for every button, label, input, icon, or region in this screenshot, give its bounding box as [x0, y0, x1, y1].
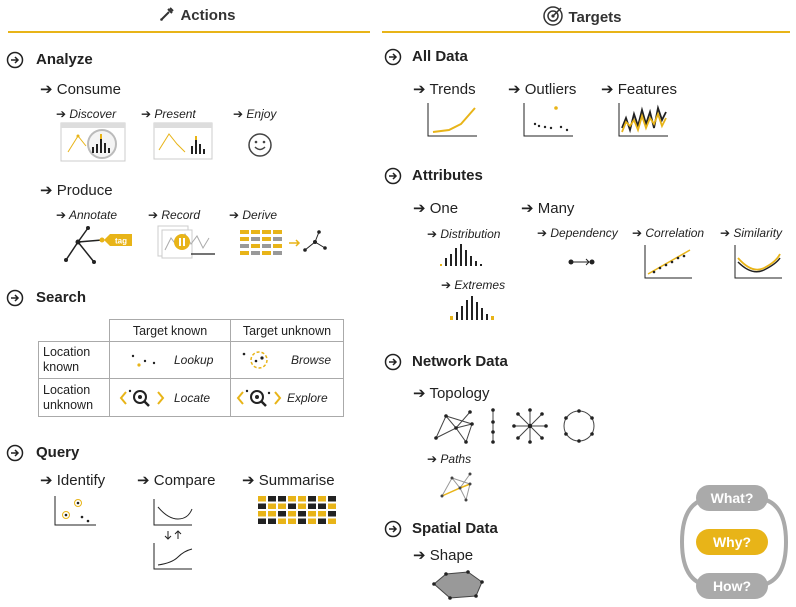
features-icon — [618, 103, 668, 137]
discover-icon — [60, 122, 126, 162]
annotate-tag-text: tag — [115, 237, 127, 246]
paths-label: ➔ Paths — [427, 452, 472, 466]
annotate-icon: tag — [64, 226, 132, 264]
record-label: ➔ Record — [148, 208, 201, 222]
analyze-title: Analyze — [36, 51, 93, 68]
circle-arrow-icon — [384, 167, 402, 185]
summarise-icon — [258, 496, 336, 524]
browse-icon — [242, 351, 268, 369]
correlation-label: ➔ Correlation — [632, 226, 705, 240]
query-title: Query — [36, 444, 80, 461]
actions-title: Actions — [180, 7, 236, 24]
locate-icon — [119, 389, 165, 407]
similarity-icon — [734, 245, 782, 279]
shape-icon — [432, 570, 484, 600]
targets-header: Targets — [542, 5, 622, 27]
trends-icon — [427, 103, 477, 137]
produce-label: ➔ Produce — [40, 182, 113, 199]
outliers-icon — [523, 103, 573, 137]
topology-label: ➔ Topology — [413, 385, 490, 402]
annotate-label: ➔ Annotate — [56, 208, 117, 222]
cell-browse: Browse — [230, 341, 344, 379]
correlation-icon — [644, 245, 692, 279]
distribution-icon — [440, 244, 482, 266]
identify-icon — [54, 496, 96, 526]
derive-icon — [240, 230, 327, 255]
trends-label: ➔ Trends — [413, 81, 476, 98]
spatial-title: Spatial Data — [412, 520, 498, 537]
circle-arrow-icon — [384, 353, 402, 371]
paths-icon — [440, 472, 472, 502]
what-button[interactable]: What? — [696, 485, 768, 511]
why-button[interactable]: Why? — [696, 529, 768, 555]
lookup-dots-icon — [131, 354, 156, 367]
col-target-known: Target known — [109, 319, 231, 342]
extremes-icon — [450, 296, 494, 320]
dependency-label: ➔ Dependency — [537, 226, 618, 240]
target-icon — [543, 6, 563, 26]
present-icon — [153, 122, 213, 160]
circle-arrow-icon — [6, 289, 24, 307]
cell-lookup: Lookup — [109, 341, 231, 379]
circle-arrow-icon — [6, 51, 24, 69]
row-location-known: Location known — [38, 341, 110, 379]
search-table: Target known Target unknown Location know… — [38, 319, 344, 417]
dependency-icon — [568, 258, 595, 266]
enjoy-label: ➔ Enjoy — [233, 107, 277, 121]
one-label: ➔ One — [413, 200, 459, 217]
targets-title: Targets — [568, 9, 622, 26]
compare-icon — [153, 499, 193, 570]
outliers-label: ➔ Outliers — [508, 81, 577, 98]
col-target-unknown: Target unknown — [230, 319, 344, 342]
extremes-label: ➔ Extremes — [441, 278, 506, 292]
search-title: Search — [36, 289, 87, 306]
all-data-title: All Data — [412, 48, 468, 65]
cell-explore: Explore — [230, 378, 344, 417]
circle-arrow-icon — [6, 444, 24, 462]
topology-ring-icon — [563, 409, 595, 443]
consume-label: ➔ Consume — [40, 81, 121, 98]
how-button[interactable]: How? — [696, 573, 768, 599]
smiley-icon — [248, 133, 272, 157]
identify-label: ➔ Identify — [40, 472, 106, 489]
compare-label: ➔ Compare — [137, 472, 216, 489]
actions-header: Actions — [158, 5, 235, 25]
circle-arrow-icon — [384, 48, 402, 66]
present-label: ➔ Present — [141, 107, 196, 121]
network-title: Network Data — [412, 353, 508, 370]
cell-locate: Locate — [109, 378, 231, 417]
pipette-icon — [160, 7, 174, 21]
topology-chain-icon — [491, 408, 495, 444]
attributes-title: Attributes — [412, 167, 483, 184]
discover-label: ➔ Discover — [56, 107, 117, 121]
record-icon — [157, 225, 215, 259]
circle-arrow-icon — [384, 520, 402, 538]
summarise-label: ➔ Summarise — [242, 472, 335, 489]
many-label: ➔ Many — [521, 200, 575, 217]
features-label: ➔ Features — [601, 81, 677, 98]
similarity-label: ➔ Similarity — [720, 226, 783, 240]
topology-graph-icon — [434, 410, 474, 444]
topology-star-icon — [512, 408, 548, 444]
distribution-label: ➔ Distribution — [427, 227, 501, 241]
explore-icon — [236, 389, 282, 407]
derive-label: ➔ Derive — [229, 208, 278, 222]
row-location-unknown: Location unknown — [38, 378, 110, 417]
shape-label: ➔ Shape — [413, 547, 474, 564]
